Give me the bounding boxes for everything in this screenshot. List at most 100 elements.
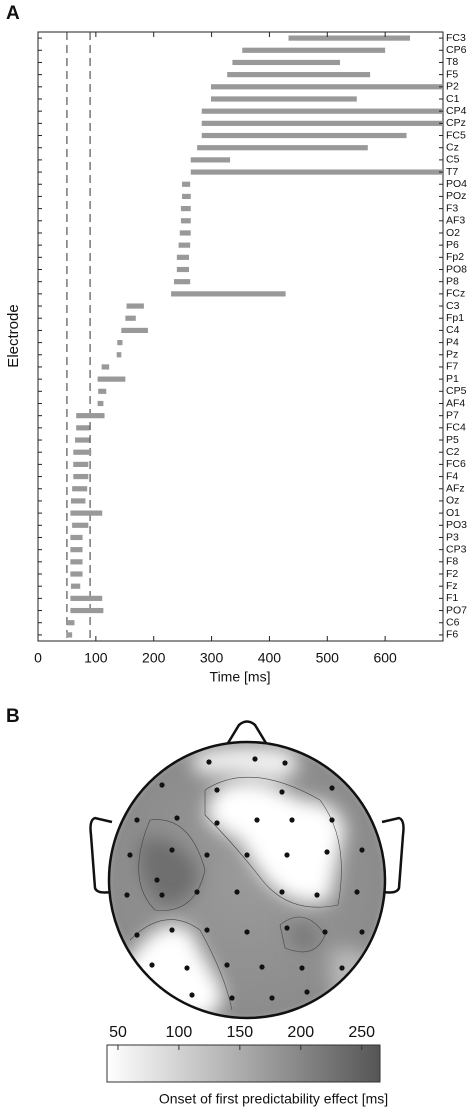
electrode-label: T8 (446, 56, 458, 68)
range-bar (76, 413, 105, 419)
electrode-label: Fp2 (446, 251, 464, 263)
electrode-label: P8 (446, 275, 459, 287)
electrode-label: AF4 (446, 397, 465, 409)
map-region (190, 746, 298, 780)
range-bar (70, 534, 83, 541)
range-bar (176, 266, 190, 273)
electrode-label: CPz (446, 117, 466, 129)
electrode-label: F4 (446, 470, 458, 482)
electrode-label: Oz (446, 495, 459, 507)
contour-line (204, 776, 342, 908)
range-bar (178, 242, 191, 248)
range-bar (201, 108, 443, 114)
range-bar (197, 145, 368, 151)
range-bar (117, 339, 123, 346)
range-bar (70, 607, 104, 614)
electrode-label: T7 (446, 166, 458, 178)
electrode-label: P1 (446, 373, 459, 385)
range-bar (173, 279, 191, 285)
range-bar (176, 254, 190, 260)
electrode-dot (224, 962, 230, 968)
electrode-label: FC6 (446, 458, 466, 470)
electrode-dot (134, 932, 140, 938)
electrode-dot (289, 817, 295, 823)
electrode-dot (284, 925, 290, 931)
electrode-dot (322, 929, 328, 935)
electrode-label: AFz (446, 483, 465, 495)
electrode-dot (194, 889, 200, 895)
range-bar (75, 437, 90, 443)
electrode-label: PO8 (446, 263, 467, 275)
electrode-dot (124, 892, 130, 898)
x-tick-label: 600 (373, 650, 397, 666)
electrode-label: P4 (446, 336, 459, 348)
electrode-dot (159, 892, 165, 898)
electrode-label: Fp1 (446, 312, 464, 324)
electrode-dot (299, 965, 305, 971)
electrode-dot (159, 782, 165, 788)
electrode-dot (169, 847, 175, 853)
range-bar (179, 230, 191, 236)
range-bar (98, 388, 107, 394)
x-tick-label: 100 (84, 650, 108, 666)
range-bar (232, 59, 341, 66)
electrode-label: PO7 (446, 604, 467, 616)
ear (381, 816, 405, 894)
range-bar (180, 206, 191, 212)
electrode-label: F1 (446, 592, 458, 604)
range-bar (73, 473, 89, 480)
electrode-label: F2 (446, 568, 458, 580)
ear (89, 816, 113, 894)
electrode-dot (244, 852, 250, 858)
colorbar-tick-label: 100 (166, 1024, 193, 1041)
electrode-dot (134, 817, 140, 823)
range-bar (116, 352, 122, 358)
electrode-label: PO4 (446, 178, 467, 190)
electrode-label: Pz (446, 349, 458, 361)
electrode-label: FC5 (446, 129, 466, 141)
electrode-dot (279, 889, 285, 895)
panel-label: B (6, 706, 20, 727)
range-bar (288, 35, 411, 41)
range-bar (66, 620, 75, 626)
colorbar-tick-label: 150 (226, 1024, 253, 1041)
scalp-map (109, 742, 385, 1018)
range-bar (190, 169, 443, 175)
range-bar (190, 157, 231, 163)
electrode-dot (169, 927, 175, 933)
electrode-label: P2 (446, 81, 459, 93)
x-tick-label: 500 (316, 650, 340, 666)
electrode-dot (354, 889, 360, 895)
electrode-label: C2 (446, 446, 460, 458)
electrode-label: F8 (446, 556, 458, 568)
colorbar-tick-label: 200 (287, 1024, 314, 1041)
contour-line (129, 919, 233, 1011)
range-bar (97, 400, 104, 407)
electrode-dot (282, 760, 288, 766)
range-bar (180, 218, 191, 224)
electrode-dot (304, 989, 310, 995)
electrode-dot (359, 929, 365, 935)
electrode-label: O1 (446, 507, 460, 519)
electrode-dot (254, 817, 260, 823)
colorbar-tick-label: 250 (348, 1024, 375, 1041)
electrode-label: FCz (446, 288, 465, 300)
x-axis-title: Time [ms] (210, 669, 271, 685)
range-bar (182, 193, 191, 200)
electrode-label: C6 (446, 617, 460, 629)
range-bar (70, 571, 83, 577)
electrode-label: P7 (446, 409, 459, 421)
electrode-dot (259, 964, 265, 970)
range-bar (70, 559, 83, 565)
electrode-label: CP5 (446, 385, 467, 397)
range-bar (70, 595, 103, 601)
range-bar (210, 96, 357, 102)
range-bar (121, 327, 148, 334)
range-bar (97, 376, 126, 382)
electrode-label: PO3 (446, 519, 467, 531)
range-bar (70, 583, 81, 589)
panel-label: A (6, 3, 20, 24)
electrode-dot (324, 849, 330, 855)
range-bar (72, 486, 88, 492)
